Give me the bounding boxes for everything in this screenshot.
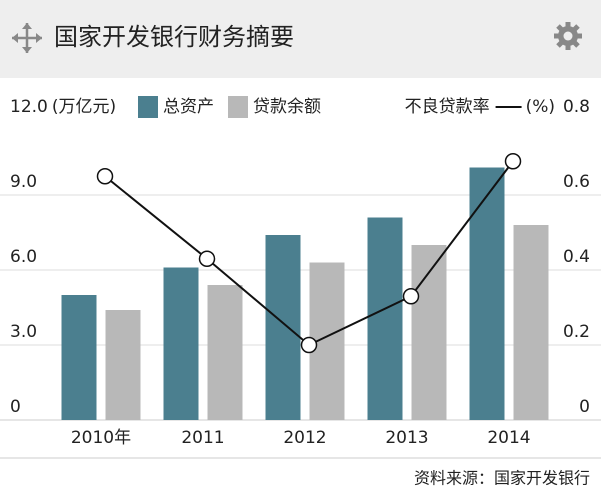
y-tick-label: 0 [10, 397, 21, 417]
line-point [300, 336, 318, 354]
header [0, 0, 601, 78]
legend-label: 总资产 [163, 97, 214, 117]
x-tick-label: 2012 [283, 428, 326, 448]
y2-tick-label: 0.4 [563, 247, 590, 267]
x-tick-label: 2013 [385, 428, 428, 448]
bar [513, 225, 549, 420]
bar [207, 285, 243, 420]
y-tick-label: 12.0 [10, 97, 48, 117]
y-tick-label: 9.0 [10, 172, 37, 192]
y2-axis-label: (%) [526, 97, 555, 117]
line-point [402, 288, 420, 305]
y2-tick-label: 0 [579, 397, 590, 417]
y-axis-label: (万亿元) [52, 97, 116, 117]
bar [367, 217, 403, 420]
x-tick-label: 2010年 [71, 428, 131, 448]
line-point [96, 168, 114, 185]
bar [411, 245, 447, 420]
move-icon[interactable] [12, 23, 42, 53]
legend-label: 贷款余额 [253, 97, 321, 117]
legend-swatch [228, 96, 248, 118]
line-point [198, 250, 216, 267]
x-tick-label: 2014 [487, 428, 530, 448]
chart-title: 国家开发银行财务摘要 [54, 23, 294, 51]
bar [61, 295, 97, 420]
y2-tick-label: 0.8 [563, 97, 590, 117]
line-point [504, 153, 522, 170]
bar [265, 235, 301, 420]
source: 资料来源：国家开发银行 [414, 469, 590, 488]
legend-swatch [138, 96, 158, 118]
legend-label: 不良贷款率 [405, 97, 490, 117]
bar [105, 310, 141, 420]
y-tick-label: 3.0 [10, 322, 37, 342]
bar [163, 267, 199, 420]
y2-tick-label: 0.6 [563, 172, 590, 192]
bar [469, 167, 505, 420]
y-tick-label: 6.0 [10, 247, 37, 267]
x-tick-label: 2011 [181, 428, 224, 448]
y2-tick-label: 0.2 [563, 322, 590, 342]
settings-icon[interactable] [554, 22, 582, 50]
